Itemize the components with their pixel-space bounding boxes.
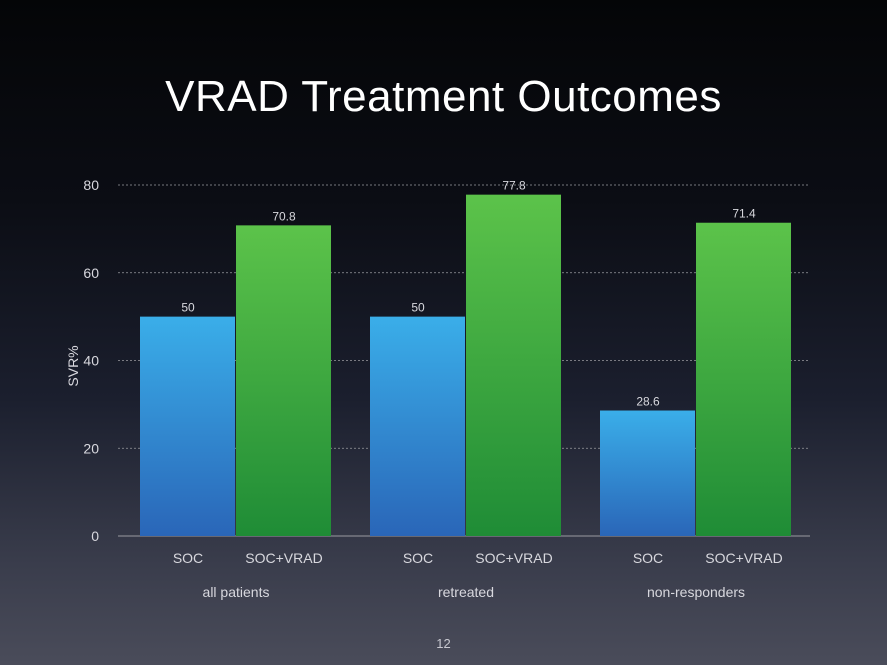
x-tick-label: SOC xyxy=(173,550,203,566)
page-number: 12 xyxy=(436,636,451,651)
bar-soc xyxy=(370,316,465,536)
bar-soc-vrad xyxy=(236,225,331,537)
group-label: all patients xyxy=(203,584,270,600)
y-tick-label: 40 xyxy=(83,353,99,369)
y-tick-label: 20 xyxy=(83,440,99,456)
bar-soc xyxy=(140,316,235,536)
data-label: 50 xyxy=(411,301,425,315)
x-tick-label: SOC xyxy=(403,550,433,566)
y-tick-label: 60 xyxy=(83,265,99,281)
slide-title: VRAD Treatment Outcomes xyxy=(165,72,722,121)
labels: 0 20 40 60 80 SVR% 50 SOC 70.8 SOC+VRAD all patien… xyxy=(65,177,783,600)
x-tick-label: SOC xyxy=(633,550,663,566)
bars xyxy=(140,194,791,537)
group-label: retreated xyxy=(438,584,494,600)
data-label: 50 xyxy=(181,301,195,315)
bar-soc-vrad xyxy=(466,194,561,536)
group-label: non-responders xyxy=(647,584,745,600)
x-tick-label: SOC+VRAD xyxy=(475,550,552,566)
data-label: 70.8 xyxy=(272,209,296,223)
y-tick-label: 0 xyxy=(91,528,99,544)
y-axis-label: SVR% xyxy=(65,345,81,386)
y-tick-label: 80 xyxy=(83,177,99,193)
data-label: 71.4 xyxy=(732,207,756,221)
data-label: 77.8 xyxy=(502,179,526,193)
x-tick-label: SOC+VRAD xyxy=(245,550,322,566)
data-label: 28.6 xyxy=(636,395,660,409)
bar-soc xyxy=(600,410,695,536)
bar-soc-vrad xyxy=(696,222,791,537)
x-tick-label: SOC+VRAD xyxy=(705,550,782,566)
